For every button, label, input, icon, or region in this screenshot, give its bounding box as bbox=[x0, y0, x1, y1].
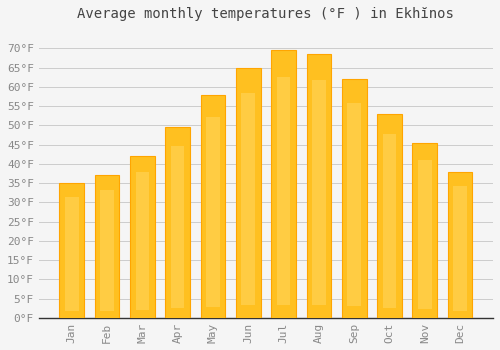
Bar bbox=[312, 80, 326, 305]
Bar bbox=[306, 54, 331, 318]
Bar bbox=[200, 94, 226, 318]
Title: Average monthly temperatures (°F ) in Ekhĭnos: Average monthly temperatures (°F ) in Ek… bbox=[78, 7, 454, 21]
Bar bbox=[454, 186, 467, 311]
Bar bbox=[130, 156, 155, 318]
Bar bbox=[412, 143, 437, 318]
Bar bbox=[418, 160, 432, 309]
Bar bbox=[166, 127, 190, 318]
Bar bbox=[136, 172, 149, 310]
Bar bbox=[448, 172, 472, 318]
Bar bbox=[242, 93, 255, 306]
Bar bbox=[377, 114, 402, 318]
Bar bbox=[342, 79, 366, 318]
Bar bbox=[100, 190, 114, 311]
Bar bbox=[271, 50, 296, 318]
Bar bbox=[277, 77, 290, 304]
Bar bbox=[171, 146, 184, 308]
Bar bbox=[382, 134, 396, 308]
Bar bbox=[348, 103, 361, 306]
Bar bbox=[94, 175, 120, 318]
Bar bbox=[236, 68, 260, 318]
Bar bbox=[65, 197, 78, 311]
Bar bbox=[60, 183, 84, 318]
Bar bbox=[206, 117, 220, 307]
